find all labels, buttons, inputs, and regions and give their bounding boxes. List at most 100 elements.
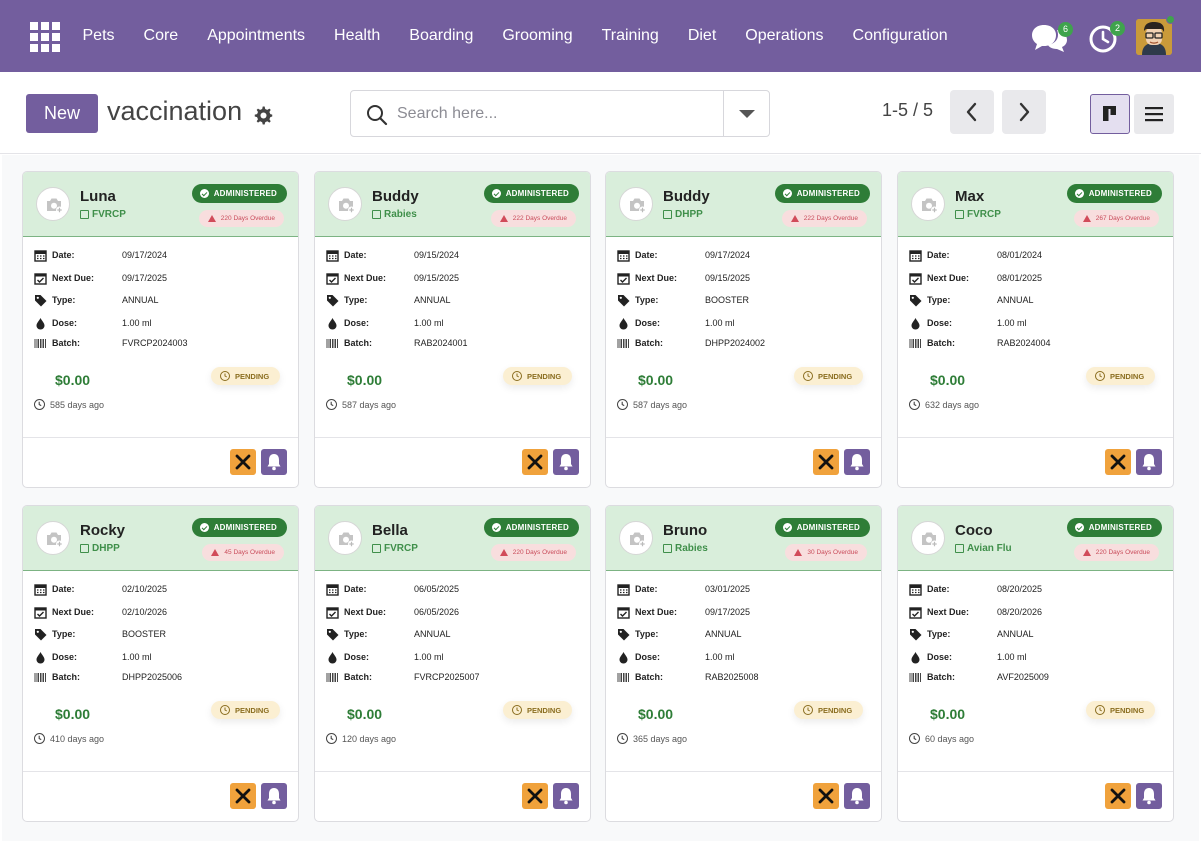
new-button[interactable]: New (26, 94, 98, 133)
vaccination-card[interactable]: Buddy DHPP ADMINISTERED 222 Days Overdue… (605, 171, 882, 488)
overdue-badge: 222 Days Overdue (490, 210, 576, 227)
vaccine-icon (80, 544, 89, 553)
calendar-check-icon (617, 272, 630, 285)
cancel-button[interactable] (813, 449, 839, 475)
cancel-button[interactable] (813, 783, 839, 809)
type-row: Type: ANNUAL (909, 627, 1159, 641)
time-ago-text: 410 days ago (50, 733, 105, 744)
drop-icon (617, 651, 630, 664)
dose-row: Dose: 1.00 ml (909, 650, 1159, 664)
reminder-bell-button[interactable] (261, 449, 287, 475)
menu-item-training[interactable]: Training (601, 27, 659, 44)
messages-icon[interactable]: 6 (1030, 22, 1073, 54)
reminder-bell-button[interactable] (261, 783, 287, 809)
warning-icon (499, 215, 508, 222)
vaccine-tag: FVRCP (80, 209, 126, 220)
vaccination-card[interactable]: Rocky DHPP ADMINISTERED 45 Days Overdue … (22, 505, 299, 822)
pager-next-button[interactable] (1002, 90, 1046, 134)
date-row: Date: 03/01/2025 (617, 582, 867, 596)
clock-icon (220, 371, 230, 381)
pending-text: PENDING (235, 705, 270, 715)
reminder-bell-button[interactable] (1136, 783, 1162, 809)
camera-icon (328, 187, 362, 221)
menu-item-health[interactable]: Health (334, 27, 381, 44)
card-footer (898, 437, 1173, 487)
apps-grid-icon[interactable] (30, 22, 60, 52)
menu-item-diet[interactable]: Diet (687, 27, 717, 44)
batch-label: Batch: (635, 672, 664, 682)
date-label: Date: (52, 250, 75, 260)
pending-badge: PENDING (211, 701, 281, 719)
batch-value: FVRCP2024003 (122, 338, 188, 348)
pager-value[interactable]: 1-5 / 5 (882, 100, 934, 120)
time-ago: 60 days ago (909, 733, 974, 744)
status-badge: ADMINISTERED (483, 518, 579, 537)
menu-item-appointments[interactable]: Appointments (207, 27, 306, 44)
vaccination-card[interactable]: Bella FVRCP ADMINISTERED 220 Days Overdu… (314, 505, 591, 822)
reminder-bell-button[interactable] (553, 449, 579, 475)
menu-item-core[interactable]: Core (143, 27, 179, 44)
overdue-text: 222 Days Overdue (512, 215, 567, 222)
card-footer (315, 437, 590, 487)
vaccination-card[interactable]: Bruno Rabies ADMINISTERED 30 Days Overdu… (605, 505, 882, 822)
calendar-icon (34, 583, 47, 596)
cancel-button[interactable] (1105, 449, 1131, 475)
cancel-button[interactable] (1105, 783, 1131, 809)
vaccination-card[interactable]: Buddy Rabies ADMINISTERED 222 Days Overd… (314, 171, 591, 488)
type-label: Type: (927, 295, 951, 305)
search-options-toggle[interactable] (723, 91, 770, 136)
search-input[interactable] (397, 99, 717, 129)
dose-label: Dose: (927, 318, 953, 328)
overdue-text: 267 Days Overdue (1095, 215, 1150, 222)
reminder-bell-button[interactable] (553, 783, 579, 809)
reminder-bell-button[interactable] (844, 449, 870, 475)
vaccine-icon (80, 210, 89, 219)
barcode-icon (34, 337, 47, 350)
gear-icon[interactable] (254, 106, 273, 125)
batch-row: Batch: RAB2024004 (909, 336, 1159, 350)
menu-item-boarding[interactable]: Boarding (409, 27, 474, 44)
menu-item-grooming[interactable]: Grooming (502, 27, 573, 44)
cancel-button[interactable] (522, 449, 548, 475)
check-circle-icon (782, 523, 792, 532)
menu-item-configuration[interactable]: Configuration (852, 27, 948, 44)
type-row: Type: ANNUAL (326, 293, 576, 307)
cancel-button[interactable] (522, 783, 548, 809)
warning-icon (1082, 215, 1091, 222)
next-due-row: Next Due: 08/01/2025 (909, 271, 1159, 285)
vaccination-card[interactable]: Max FVRCP ADMINISTERED 267 Days Overdue … (897, 171, 1174, 488)
pending-text: PENDING (527, 371, 562, 381)
card-footer (606, 437, 881, 487)
vaccine-name: DHPP (92, 543, 120, 554)
type-value: ANNUAL (705, 629, 742, 639)
list-view-button[interactable] (1134, 94, 1174, 134)
status-text: ADMINISTERED (796, 523, 860, 532)
dose-label: Dose: (344, 318, 370, 328)
vaccine-name: Rabies (675, 543, 708, 554)
activities-clock-icon[interactable]: 2 (1088, 21, 1125, 55)
cancel-button[interactable] (230, 449, 256, 475)
reminder-bell-button[interactable] (1136, 449, 1162, 475)
overdue-badge: 220 Days Overdue (490, 544, 576, 561)
vaccine-name: FVRCP (92, 209, 126, 220)
next-due-row: Next Due: 02/10/2026 (34, 605, 284, 619)
history-clock-icon (326, 399, 337, 410)
pager-previous-button[interactable] (950, 90, 994, 134)
next-due-label: Next Due: (344, 273, 387, 283)
batch-value: RAB2024001 (414, 338, 468, 348)
kanban-view-button[interactable] (1090, 94, 1130, 134)
vaccination-card[interactable]: Coco Avian Flu ADMINISTERED 220 Days Ove… (897, 505, 1174, 822)
type-value: BOOSTER (122, 629, 167, 639)
barcode-icon (909, 337, 922, 350)
batch-label: Batch: (927, 672, 956, 682)
cancel-button[interactable] (230, 783, 256, 809)
vaccination-card[interactable]: Luna FVRCP ADMINISTERED 220 Days Overdue… (22, 171, 299, 488)
vaccine-name: FVRCP (384, 543, 418, 554)
menu-item-pets[interactable]: Pets (82, 27, 115, 44)
time-ago-text: 365 days ago (633, 733, 688, 744)
status-badge: ADMINISTERED (774, 518, 870, 537)
menu-item-operations[interactable]: Operations (745, 27, 824, 44)
reminder-bell-button[interactable] (844, 783, 870, 809)
user-avatar[interactable] (1136, 19, 1172, 55)
type-row: Type: ANNUAL (326, 627, 576, 641)
